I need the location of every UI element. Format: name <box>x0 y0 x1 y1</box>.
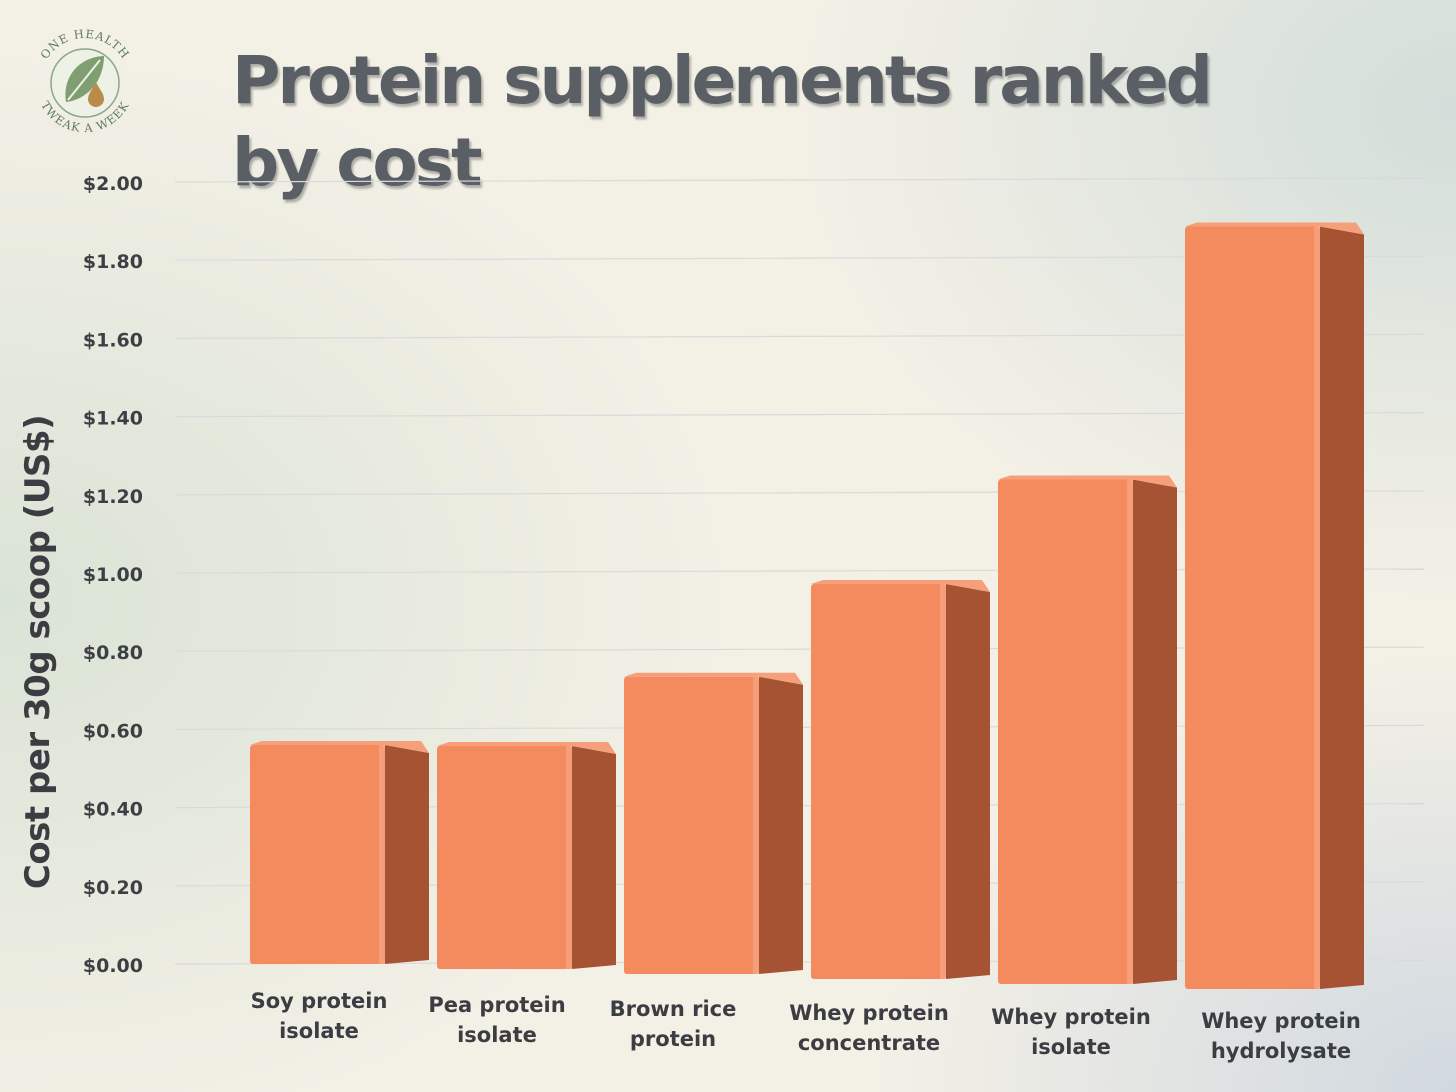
bar <box>250 740 429 964</box>
chart-title-line-2: by cost <box>232 124 483 201</box>
y-tick-label: $0.80 <box>83 642 143 664</box>
x-tick-label: Pea protein isolate <box>428 993 565 1047</box>
bar <box>1185 222 1364 989</box>
leaf-droplet-icon <box>65 56 104 107</box>
y-tick-label: $0.00 <box>83 955 143 977</box>
x-tick-label: Whey protein concentrate <box>789 1001 949 1055</box>
y-tick-label: $1.60 <box>83 329 143 351</box>
bar <box>624 672 803 974</box>
logo: ONE HEALTH TWEAK A WEEK <box>37 27 131 136</box>
chart-title: Protein supplements ranked by cost <box>232 40 1232 204</box>
x-tick-label: Soy protein isolate <box>251 989 388 1043</box>
x-tick-label: Brown rice protein <box>610 997 737 1051</box>
y-tick-label: $0.60 <box>83 720 143 742</box>
bar <box>998 475 1177 984</box>
y-tick-label: $1.80 <box>83 251 143 273</box>
x-tick-label: Whey protein hydrolysate <box>1201 1009 1361 1063</box>
bar <box>437 742 616 969</box>
y-tick-label: $0.20 <box>83 877 143 899</box>
x-tick-label: Whey protein isolate <box>991 1005 1151 1059</box>
y-tick-label: $2.00 <box>83 173 143 195</box>
gridline <box>174 177 1425 183</box>
y-tick-label: $1.40 <box>83 408 143 430</box>
chart-title-line-1: Protein supplements ranked <box>232 42 1213 119</box>
y-tick-label: $1.20 <box>83 486 143 508</box>
bar <box>811 580 990 979</box>
y-tick-label: $1.00 <box>83 564 143 586</box>
y-tick-label: $0.40 <box>83 799 143 821</box>
